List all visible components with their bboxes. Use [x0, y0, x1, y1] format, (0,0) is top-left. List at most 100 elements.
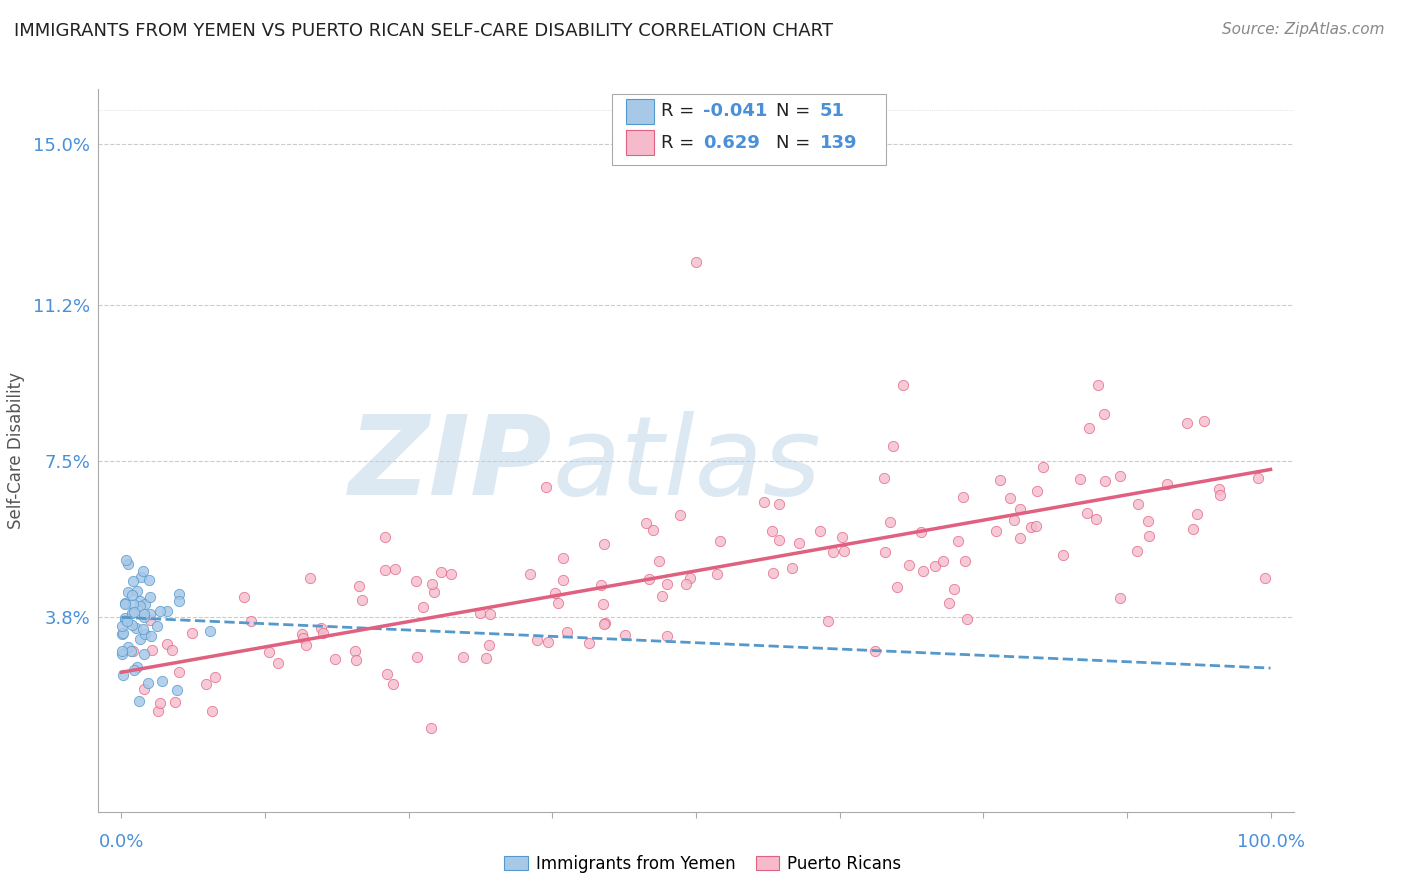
- Point: [1192, 414, 1215, 428]
- Point: [1085, 511, 1108, 525]
- Text: -0.041: -0.041: [703, 103, 768, 120]
- Point: [1126, 544, 1149, 558]
- Point: [129, 570, 152, 584]
- Point: [121, 607, 143, 621]
- Point: [138, 676, 160, 690]
- Point: [1126, 497, 1149, 511]
- Point: [141, 643, 163, 657]
- Point: [1156, 476, 1178, 491]
- Point: [1087, 378, 1109, 392]
- Point: [128, 594, 150, 608]
- Point: [886, 580, 908, 594]
- Point: [381, 677, 404, 691]
- Point: [832, 544, 855, 558]
- Point: [953, 554, 976, 568]
- Point: [117, 640, 139, 654]
- Point: [420, 721, 443, 735]
- Text: R =: R =: [661, 134, 700, 152]
- Point: [132, 607, 155, 621]
- Point: [932, 554, 955, 568]
- Point: [412, 599, 434, 614]
- Point: [128, 632, 150, 647]
- Point: [124, 606, 146, 620]
- Point: [111, 644, 134, 658]
- Point: [112, 668, 135, 682]
- Point: [668, 508, 690, 522]
- Point: [204, 670, 226, 684]
- Point: [344, 653, 367, 667]
- Point: [988, 473, 1011, 487]
- Point: [875, 545, 897, 559]
- Point: [122, 644, 145, 658]
- Legend: Immigrants from Yemen, Puerto Ricans: Immigrants from Yemen, Puerto Ricans: [498, 848, 908, 880]
- Point: [555, 625, 578, 640]
- Point: [350, 593, 373, 607]
- Point: [1069, 472, 1091, 486]
- Point: [638, 572, 661, 586]
- Point: [291, 626, 314, 640]
- Point: [134, 627, 156, 641]
- Point: [752, 495, 775, 509]
- Point: [114, 596, 136, 610]
- Point: [125, 660, 148, 674]
- Point: [817, 614, 839, 628]
- Point: [347, 579, 370, 593]
- Point: [1025, 518, 1047, 533]
- Point: [124, 664, 146, 678]
- Point: [479, 607, 502, 621]
- Point: [1094, 474, 1116, 488]
- Point: [125, 583, 148, 598]
- Point: [808, 524, 831, 539]
- Point: [831, 530, 853, 544]
- Point: [1052, 548, 1074, 562]
- Point: [1181, 522, 1204, 536]
- Point: [292, 632, 315, 646]
- Text: 0.0%: 0.0%: [98, 833, 143, 851]
- Point: [655, 577, 678, 591]
- Point: [374, 563, 396, 577]
- Y-axis label: Self-Care Disability: Self-Care Disability: [7, 372, 25, 529]
- Point: [675, 576, 697, 591]
- Point: [952, 491, 974, 505]
- Point: [309, 621, 332, 635]
- Point: [872, 471, 894, 485]
- Text: 51: 51: [820, 103, 845, 120]
- Text: N =: N =: [776, 134, 815, 152]
- Point: [1137, 529, 1160, 543]
- Point: [295, 638, 318, 652]
- Point: [648, 554, 671, 568]
- Point: [343, 644, 366, 658]
- Point: [165, 695, 187, 709]
- Point: [762, 566, 785, 581]
- Point: [128, 694, 150, 708]
- Point: [384, 562, 406, 576]
- Text: Source: ZipAtlas.com: Source: ZipAtlas.com: [1222, 22, 1385, 37]
- Point: [149, 604, 172, 618]
- Point: [636, 516, 658, 530]
- Point: [134, 598, 156, 612]
- Point: [439, 567, 461, 582]
- Point: [946, 533, 969, 548]
- Point: [1002, 512, 1025, 526]
- Point: [430, 565, 453, 579]
- Point: [375, 667, 398, 681]
- Point: [984, 524, 1007, 538]
- Point: [787, 535, 810, 549]
- Point: [128, 599, 150, 613]
- Point: [114, 613, 136, 627]
- Point: [882, 439, 904, 453]
- Text: R =: R =: [661, 103, 700, 120]
- Point: [475, 650, 498, 665]
- Point: [526, 633, 548, 648]
- Point: [1109, 468, 1132, 483]
- Point: [1078, 420, 1101, 434]
- Point: [536, 634, 558, 648]
- Point: [181, 625, 204, 640]
- Point: [299, 571, 322, 585]
- Point: [821, 545, 844, 559]
- Point: [1008, 502, 1031, 516]
- Point: [1185, 507, 1208, 521]
- Point: [551, 573, 574, 587]
- Point: [139, 629, 162, 643]
- Point: [956, 612, 979, 626]
